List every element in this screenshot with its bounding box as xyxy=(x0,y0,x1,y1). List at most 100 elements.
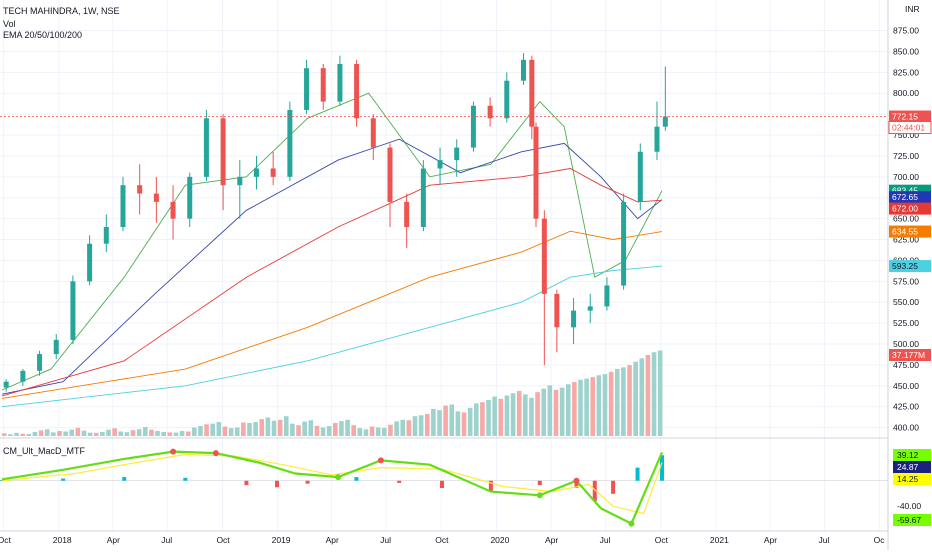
volume-bar xyxy=(516,391,522,436)
candle-body xyxy=(554,293,560,328)
volume-bar xyxy=(87,432,93,436)
candle-body xyxy=(103,227,109,244)
volume-bar xyxy=(578,379,583,436)
time-tick-label: Jul xyxy=(818,535,829,545)
macd-tag-bg xyxy=(893,514,931,526)
volume-bar xyxy=(369,426,375,436)
volume-bar xyxy=(210,423,216,436)
time-tick-label: 2021 xyxy=(710,535,729,545)
volume-bar xyxy=(480,402,485,436)
candle-body xyxy=(387,147,393,202)
ema-legend[interactable]: EMA 20/50/100/200 xyxy=(3,30,83,40)
candle-body xyxy=(153,193,159,202)
price-tick-label: 725.00 xyxy=(893,151,919,161)
price-tick-label: 500.00 xyxy=(893,339,919,349)
price-tick-label: 625.00 xyxy=(893,235,919,245)
candle-body xyxy=(20,370,26,382)
volume-bar xyxy=(124,432,130,436)
price-tick-label: 450.00 xyxy=(893,381,919,391)
volume-bar xyxy=(161,431,166,436)
time-tick-label: Oct xyxy=(655,535,669,545)
grid-lines xyxy=(0,0,888,531)
vol-legend[interactable]: Vol xyxy=(3,19,16,29)
volume-bar xyxy=(418,415,424,436)
volume-bar xyxy=(308,420,314,436)
candle-body xyxy=(654,126,660,152)
volume-bars xyxy=(2,350,663,436)
price-axis[interactable]: 875.00850.00825.00800.00775.00750.00725.… xyxy=(893,26,919,433)
candle-body xyxy=(541,218,547,294)
volume-bar xyxy=(118,431,124,436)
macd-tag: 14.25 xyxy=(897,474,919,484)
symbol-title[interactable]: TECH MAHINDRA, 1W, NSE xyxy=(3,6,120,16)
time-tick-label: 2020 xyxy=(490,535,509,545)
candle-body xyxy=(437,160,443,169)
ema-extra-tag-bg xyxy=(889,260,931,273)
price-tick-label: 800.00 xyxy=(893,88,919,98)
macd-legend[interactable]: CM_Ult_MacD_MTF xyxy=(3,446,86,456)
time-axis[interactable]: Oct 2018 Apr Jul Oct 2019 Apr Jul Oct 2020 Apr Jul O… xyxy=(0,535,885,545)
candle-body xyxy=(637,151,643,202)
time-tick-label: Oc xyxy=(874,535,886,545)
time-tick-label: Apr xyxy=(326,535,339,545)
price-tick-label: 475.00 xyxy=(893,360,919,370)
volume-bar xyxy=(320,427,326,436)
macd-cross-dot xyxy=(536,492,543,499)
time-tick-label: 2019 xyxy=(272,535,291,545)
volume-bar xyxy=(130,430,136,436)
candle-body xyxy=(529,59,535,127)
candle-body xyxy=(470,105,476,148)
volume-bar xyxy=(351,425,356,436)
volume-bar xyxy=(283,416,289,436)
candle-body xyxy=(621,201,627,286)
macd-panel xyxy=(0,448,888,527)
volume-bar xyxy=(339,421,344,436)
volume-bar xyxy=(627,365,632,436)
volume-bar xyxy=(173,432,179,436)
price-tick-label: 850.00 xyxy=(893,46,919,56)
volume-bar xyxy=(51,432,56,436)
time-tick-label: Jul xyxy=(161,535,172,545)
volume-bar xyxy=(100,431,105,436)
candle-body xyxy=(504,80,510,119)
ema100-tag: 672.00 xyxy=(892,204,918,214)
volume-bar xyxy=(253,422,258,436)
volume-tag-bg xyxy=(889,349,931,361)
volume-bar xyxy=(572,382,577,436)
candle-body xyxy=(404,201,410,227)
currency-label: INR xyxy=(905,4,920,14)
volume-bar xyxy=(222,426,228,436)
macd-histogram-bar xyxy=(183,477,188,481)
macd-histogram-bar xyxy=(244,480,249,486)
volume-bar xyxy=(504,395,510,436)
volume-bar xyxy=(106,429,111,436)
volume-bar xyxy=(185,431,191,436)
macd-histogram-bar xyxy=(275,480,279,488)
volume-bar xyxy=(412,416,418,436)
candle-body xyxy=(487,105,493,119)
ema100-tag-bg xyxy=(889,202,931,215)
macd-cross-dot xyxy=(377,457,384,464)
volume-bar xyxy=(651,352,657,436)
volume-bar xyxy=(467,407,473,436)
volume-bar xyxy=(523,394,528,436)
volume-bar xyxy=(14,432,19,436)
candle-body xyxy=(533,126,539,219)
price-tick-label: 525.00 xyxy=(893,318,919,328)
last-price-tag: 772.15 xyxy=(892,112,918,122)
price-tick-label: 425.00 xyxy=(893,402,919,412)
volume-bar xyxy=(234,427,240,436)
time-tick-label: Jul xyxy=(380,535,391,545)
macd-histogram-bar xyxy=(635,467,640,481)
macd-histogram-bar xyxy=(61,478,66,481)
volume-bar xyxy=(547,385,553,436)
ema-line xyxy=(1,92,663,391)
macd-histogram-bar xyxy=(122,477,127,481)
candle-body xyxy=(354,63,360,119)
candle-body xyxy=(253,168,259,177)
volume-bar xyxy=(535,392,540,436)
time-tick-label: Oct xyxy=(435,535,449,545)
volume-bar xyxy=(93,432,99,436)
